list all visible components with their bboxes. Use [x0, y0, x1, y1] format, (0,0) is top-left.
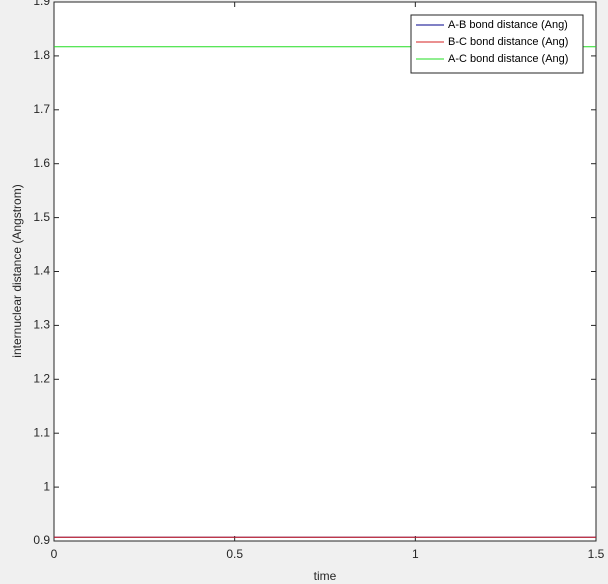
- x-tick-label: 1.5: [588, 547, 605, 561]
- x-axis-label: time: [314, 569, 337, 583]
- y-axis-label: internuclear distance (Angstrom): [10, 184, 24, 357]
- y-tick-label: 1.7: [33, 102, 50, 116]
- x-tick-label: 0.5: [226, 547, 243, 561]
- y-tick-label: 1.2: [33, 371, 50, 385]
- plot-area: [53, 1, 597, 542]
- y-tick-label: 1.6: [33, 156, 50, 170]
- legend-label: A-B bond distance (Ang): [448, 19, 568, 31]
- x-tick-label: 0: [51, 547, 58, 561]
- y-tick-label: 1.3: [33, 318, 50, 332]
- x-tick-label: 1: [412, 547, 419, 561]
- y-tick-label: 1.8: [33, 48, 50, 62]
- y-tick-label: 1.1: [33, 425, 50, 439]
- y-tick-label: 1: [43, 479, 50, 493]
- y-tick-label: 1.9: [33, 0, 50, 8]
- legend-label: A-C bond distance (Ang): [448, 53, 568, 65]
- legend-label: B-C bond distance (Ang): [448, 36, 568, 48]
- y-tick-label: 1.5: [33, 210, 50, 224]
- legend: A-B bond distance (Ang) B-C bond distance…: [410, 14, 584, 74]
- y-tick-label: 0.9: [33, 533, 50, 547]
- y-tick-label: 1.4: [33, 264, 50, 278]
